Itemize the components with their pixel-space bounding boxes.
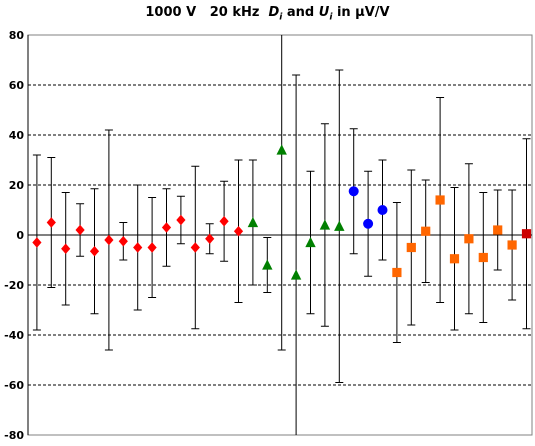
diamond-marker bbox=[61, 243, 71, 254]
triangle-marker bbox=[290, 269, 302, 280]
title-prefix: 1000 V 20 kHz bbox=[145, 5, 269, 20]
title-d-sub: i bbox=[279, 12, 283, 23]
square-marker bbox=[464, 234, 474, 244]
circle-marker bbox=[363, 218, 374, 229]
y-tick-label: 40 bbox=[9, 129, 25, 142]
diamond-marker bbox=[176, 214, 186, 226]
triangle-marker bbox=[262, 259, 273, 270]
circle-marker bbox=[348, 186, 359, 197]
y-tick-label: -60 bbox=[4, 379, 24, 392]
diamond-marker bbox=[32, 237, 42, 248]
square-marker bbox=[493, 225, 503, 235]
y-tick-label: 80 bbox=[9, 29, 25, 42]
square-marker bbox=[392, 267, 402, 278]
y-tick-label: 60 bbox=[9, 79, 25, 92]
y-tick-label: -40 bbox=[4, 329, 24, 342]
diamond-marker bbox=[46, 217, 56, 228]
y-tick-label: -80 bbox=[4, 429, 24, 442]
y-tick-label: -20 bbox=[4, 279, 24, 292]
triangle-marker bbox=[319, 219, 331, 230]
square-marker bbox=[421, 226, 431, 236]
diamond-marker bbox=[161, 222, 172, 233]
square-marker bbox=[449, 254, 460, 264]
triangle-marker bbox=[334, 220, 345, 231]
diamond-marker bbox=[233, 226, 244, 237]
circle-marker bbox=[377, 205, 388, 215]
title-u-sub: i bbox=[329, 12, 333, 23]
y-tick-label: 20 bbox=[9, 179, 25, 192]
title-d-letter: D bbox=[268, 5, 280, 20]
square-marker bbox=[406, 242, 416, 253]
triangle-marker bbox=[305, 236, 316, 248]
title-u-letter: U bbox=[318, 5, 330, 20]
y-tick-labels: 80 60 40 20 0 -20 -40 -60 -80 bbox=[4, 29, 24, 442]
diamond-marker bbox=[133, 242, 143, 253]
diamond-marker bbox=[118, 236, 128, 247]
diamond-marker bbox=[219, 216, 229, 227]
square-marker bbox=[478, 252, 488, 263]
title-and: and bbox=[282, 5, 319, 20]
diamond-marker bbox=[190, 242, 200, 253]
diamond-marker bbox=[104, 234, 114, 246]
diamond-marker bbox=[205, 233, 215, 244]
data-markers bbox=[32, 144, 532, 280]
diamond-marker bbox=[147, 242, 157, 253]
square-marker bbox=[507, 240, 517, 250]
square-marker bbox=[435, 195, 445, 205]
triangle-marker bbox=[247, 216, 259, 228]
square-marker bbox=[521, 229, 532, 239]
y-tick-label: 0 bbox=[16, 229, 24, 242]
chart-title: 1000 V 20 kHz Di and Ui in µV/V bbox=[0, 5, 535, 23]
triangle-marker bbox=[276, 144, 287, 155]
title-suffix: in µV/V bbox=[332, 5, 390, 20]
axes bbox=[27, 34, 533, 436]
diamond-marker bbox=[89, 246, 100, 257]
diamond-marker bbox=[75, 224, 85, 236]
